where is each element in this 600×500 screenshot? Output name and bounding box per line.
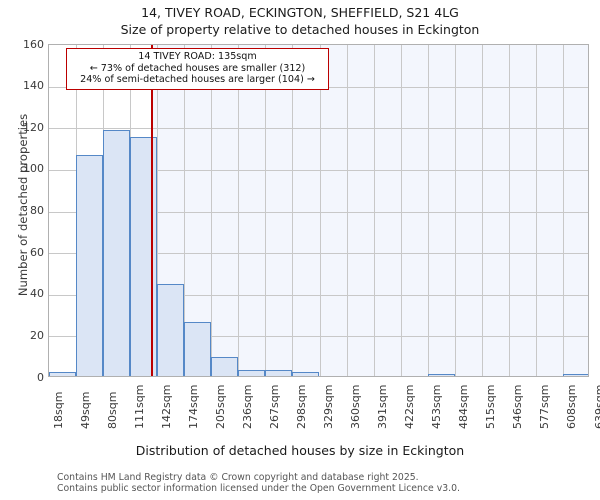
x-tick-label: 484sqm	[457, 384, 471, 429]
gridline-horizontal	[49, 128, 588, 130]
x-tick-label: 608sqm	[565, 384, 579, 429]
gridline-horizontal	[49, 169, 588, 171]
title-block: 14, TIVEY ROAD, ECKINGTON, SHEFFIELD, S2…	[0, 4, 600, 38]
x-tick-label: 49sqm	[78, 391, 92, 429]
annotation-box: 14 TIVEY ROAD: 135sqm ← 73% of detached …	[66, 48, 329, 90]
histogram-bar	[562, 373, 588, 376]
x-tick-label: 360sqm	[349, 384, 363, 429]
histogram-bar	[211, 357, 239, 376]
gridline-vertical	[481, 45, 483, 376]
x-tick-label: 80sqm	[105, 391, 119, 429]
footer-line-1: Contains HM Land Registry data © Crown c…	[57, 472, 419, 483]
x-tick-label: 329sqm	[322, 384, 335, 429]
histogram-bar	[49, 371, 77, 376]
x-tick-label: 422sqm	[403, 384, 417, 429]
histogram-bar	[238, 369, 266, 376]
footer-attribution: Contains HM Land Registry data © Crown c…	[57, 472, 460, 494]
annotation-line-1: 14 TIVEY ROAD: 135sqm	[138, 51, 257, 62]
x-tick-label: 546sqm	[511, 384, 525, 429]
gridline-vertical	[373, 45, 375, 376]
histogram-bar	[292, 371, 320, 376]
gridline-vertical	[184, 45, 186, 376]
x-axis-label: Distribution of detached houses by size …	[135, 443, 465, 458]
gridline-vertical	[400, 45, 402, 376]
gridline-vertical	[562, 45, 564, 376]
gridline-horizontal	[49, 336, 588, 338]
x-tick-label: 453sqm	[430, 384, 444, 429]
x-tick-label: 639sqm	[592, 384, 600, 429]
chart-title: 14, TIVEY ROAD, ECKINGTON, SHEFFIELD, S2…	[141, 5, 459, 20]
gridline-vertical	[211, 45, 213, 376]
histogram-bar	[265, 369, 293, 376]
y-tick-label: 0	[37, 370, 44, 384]
histogram-bar	[427, 373, 455, 376]
y-tick-label: 140	[23, 79, 44, 93]
gridline-vertical	[427, 45, 429, 376]
gridline-vertical	[508, 45, 510, 376]
annotation-line-3: 24% of semi-detached houses are larger (…	[80, 74, 315, 86]
x-tick-label: 142sqm	[159, 384, 173, 429]
histogram-bar	[184, 321, 212, 376]
x-tick-label: 205sqm	[213, 384, 227, 429]
plot-area	[48, 44, 589, 377]
gridline-vertical	[535, 45, 537, 376]
gridline-vertical	[238, 45, 240, 376]
y-tick-label: 40	[30, 287, 44, 301]
y-tick-label: 120	[23, 120, 44, 134]
gridline-horizontal	[49, 211, 588, 213]
x-tick-label: 111sqm	[132, 384, 146, 429]
x-tick-label: 515sqm	[484, 384, 498, 429]
footer-line-2: Contains public sector information licen…	[57, 483, 460, 494]
histogram-bar	[130, 136, 158, 376]
histogram-bar	[76, 155, 104, 376]
x-tick-label: 391sqm	[376, 384, 390, 429]
gridline-vertical	[265, 45, 267, 376]
gridline-vertical	[346, 45, 348, 376]
chart-subtitle: Size of property relative to detached ho…	[120, 22, 480, 37]
gridline-vertical	[292, 45, 294, 376]
y-tick-label: 160	[23, 37, 44, 51]
y-tick-label: 20	[30, 328, 44, 342]
gridline-vertical	[157, 45, 159, 376]
annotation-line-2: ← 73% of detached houses are smaller (31…	[89, 62, 306, 74]
x-tick-label: 298sqm	[294, 384, 308, 429]
y-tick-label: 100	[23, 162, 44, 176]
histogram-bar	[103, 130, 131, 376]
x-tick-label: 267sqm	[267, 384, 281, 429]
x-tick-label: 236sqm	[240, 384, 254, 429]
larger-region-shading	[151, 45, 588, 376]
x-tick-label: 577sqm	[538, 384, 552, 429]
x-tick-label: 174sqm	[186, 384, 200, 429]
property-marker-line	[151, 45, 153, 376]
gridline-vertical	[454, 45, 456, 376]
x-axis-ticks: 18sqm 49sqm 80sqm 111sqm 142sqm 174sqm 205sqm 2…	[48, 379, 600, 439]
x-tick-label: 18sqm	[51, 391, 65, 429]
histogram-bar	[157, 284, 185, 376]
y-tick-label: 60	[30, 245, 44, 259]
gridline-vertical	[319, 45, 321, 376]
y-axis-ticks: 0 20 40 60 80 100 120 140 160	[0, 0, 44, 500]
y-tick-label: 80	[30, 204, 44, 217]
gridline-horizontal	[49, 253, 588, 255]
gridline-horizontal	[49, 294, 588, 296]
y-axis-label: Number of detached properties	[16, 113, 30, 297]
